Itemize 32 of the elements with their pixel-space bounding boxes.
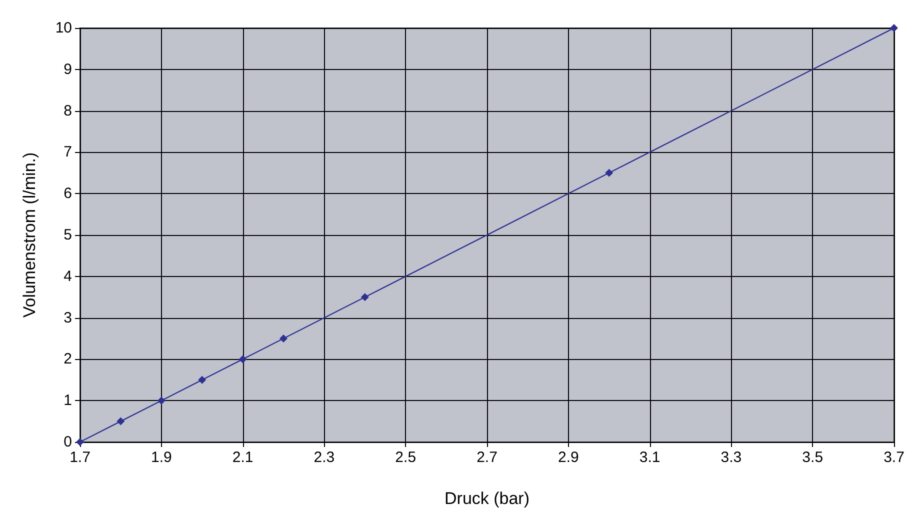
y-tick-label: 3 xyxy=(64,309,72,326)
y-tick-label: 8 xyxy=(64,102,72,120)
x-tick-label: 3.5 xyxy=(802,449,824,466)
point xyxy=(360,293,369,302)
x-axis-title: Druck (bar) xyxy=(444,489,530,508)
y-tick-label: 5 xyxy=(64,226,72,244)
x-tick-label: 1.7 xyxy=(70,449,90,466)
y-tick-label: 7 xyxy=(64,144,72,161)
y-tick-label: 0 xyxy=(64,434,72,450)
y-tick-label: 9 xyxy=(64,60,72,78)
point xyxy=(238,355,247,364)
point xyxy=(198,376,206,384)
x-tick-label: 2.7 xyxy=(476,449,498,466)
x-tick-label: 3.1 xyxy=(639,449,660,466)
x-tick-label: 2.5 xyxy=(395,449,416,466)
x-tick-label: 3.7 xyxy=(884,449,904,466)
y-tick-label: 2 xyxy=(64,350,72,368)
x-tick-label: 2.1 xyxy=(232,449,254,466)
point xyxy=(890,24,898,32)
y-axis-title: Volumenstrom (l/min.) xyxy=(20,152,39,318)
x-tick-label: 2.3 xyxy=(314,449,335,466)
y-tick-label: 10 xyxy=(55,20,72,36)
x-tick-label: 3.3 xyxy=(720,449,742,466)
point xyxy=(605,168,614,177)
point xyxy=(280,334,288,342)
point xyxy=(157,396,166,405)
point xyxy=(116,417,125,426)
y-tick-label: 1 xyxy=(64,392,72,410)
x-tick-label: 1.9 xyxy=(150,449,172,466)
y-tick-label: 6 xyxy=(64,185,72,202)
x-tick-label: 2.9 xyxy=(558,449,579,466)
y-tick-label: 4 xyxy=(64,268,72,285)
